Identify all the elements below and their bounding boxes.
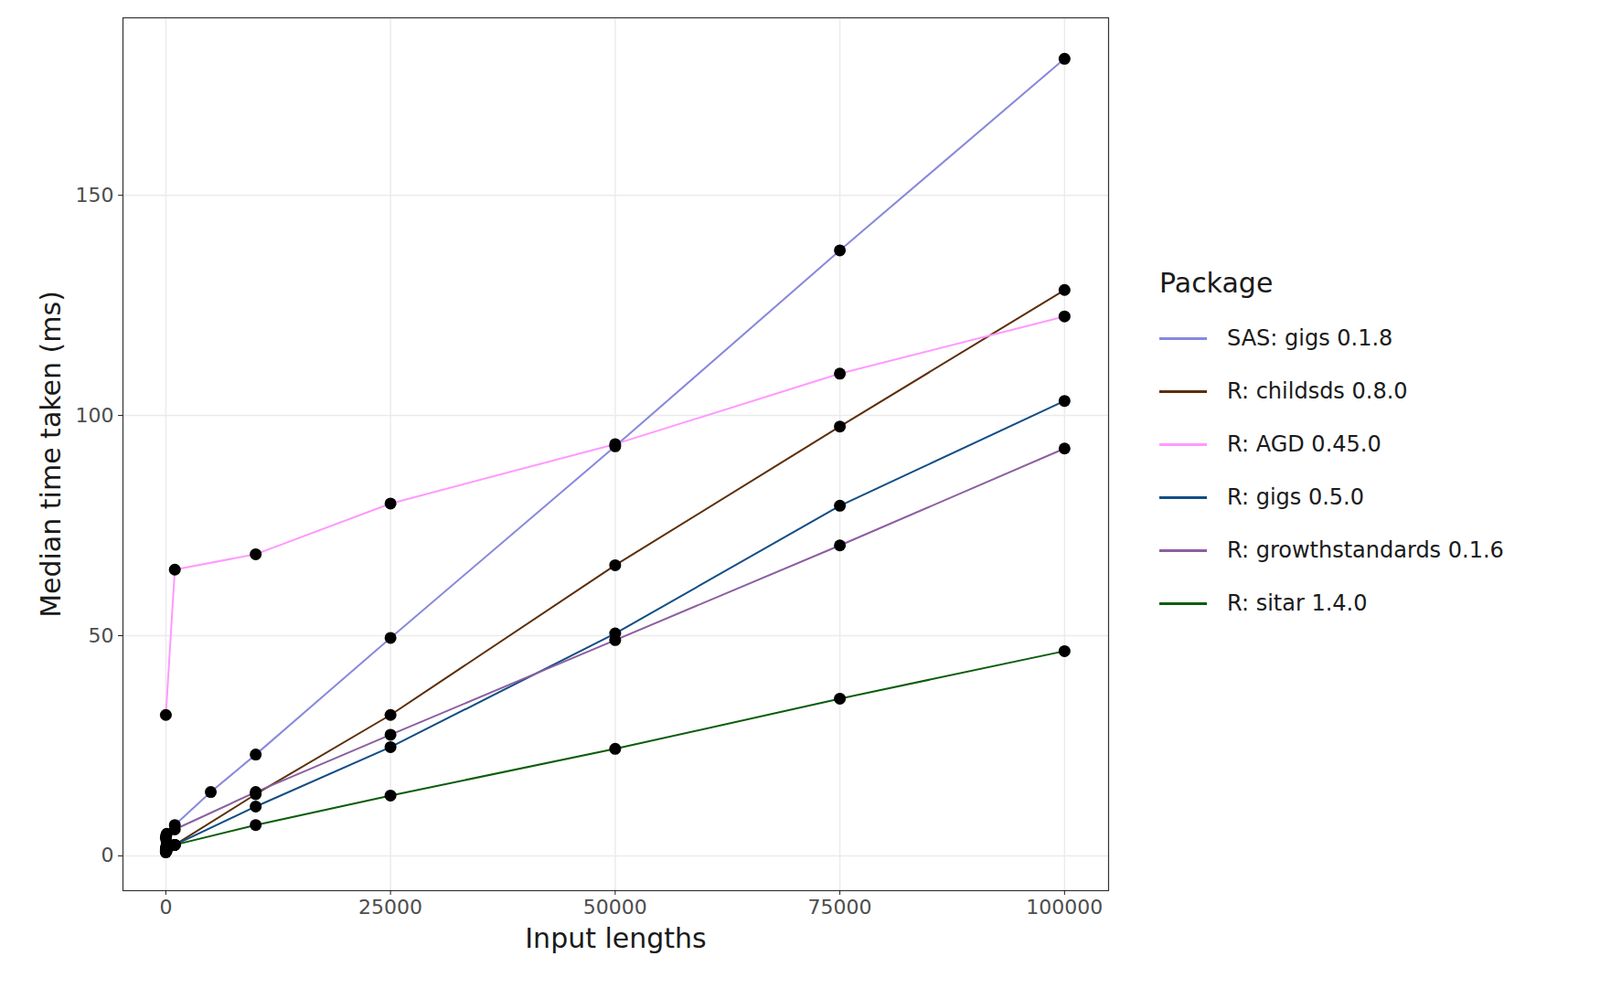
html-text:Package: Package	[1159, 266, 1274, 299]
html-text:SAS: gigs 0.1.8: SAS: gigs 0.1.8	[1226, 325, 1393, 352]
html-text:R: AGD 0.45.0: R: AGD 0.45.0	[1226, 431, 1382, 458]
svg-text:150: 150	[75, 183, 115, 207]
svg-text:75000: 75000	[808, 896, 873, 919]
svg-text:Median time taken (ms): Median time taken (ms)	[34, 290, 67, 619]
svg-text:50: 50	[88, 624, 115, 648]
html-text:R: sitar 1.4.0: R: sitar 1.4.0	[1226, 590, 1368, 617]
svg-text:100000: 100000	[1025, 896, 1103, 919]
html-text:R: childsds 0.8.0: R: childsds 0.8.0	[1226, 378, 1408, 405]
svg-text:Input lengths: Input lengths	[524, 922, 706, 955]
html-text:R: growthstandards 0.1.6: R: growthstandards 0.1.6	[1226, 537, 1504, 564]
html-text:R: gigs 0.5.0: R: gigs 0.5.0	[1226, 484, 1365, 511]
svg-text:50000: 50000	[583, 896, 648, 919]
svg-text:25000: 25000	[358, 896, 423, 919]
svg-text:0: 0	[159, 896, 172, 919]
svg-text:100: 100	[75, 404, 115, 427]
svg-text:0: 0	[101, 843, 115, 867]
